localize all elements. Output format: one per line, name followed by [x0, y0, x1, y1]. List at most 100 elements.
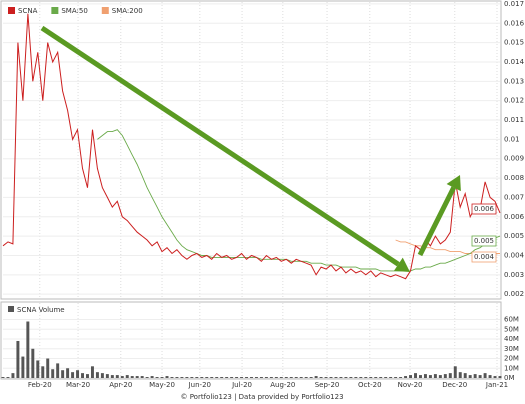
volume-bar: [448, 373, 452, 378]
volume-bar: [478, 375, 482, 378]
volume-bar: [16, 340, 20, 378]
volume-bar: [458, 372, 462, 378]
volume-bar: [498, 376, 502, 378]
volume-bar: [230, 377, 234, 378]
y-tick-label: 0.009: [504, 155, 524, 163]
volume-bar: [26, 321, 30, 378]
volume-bar: [299, 377, 303, 378]
last-value-box: [471, 235, 497, 247]
volume-bar: [145, 377, 149, 378]
volume-bar: [46, 358, 50, 378]
x-tick-label: Oct-20: [358, 381, 382, 389]
volume-bar: [289, 377, 293, 378]
volume-bar: [66, 368, 70, 378]
y-tick-label: 0.005: [504, 232, 524, 240]
volume-bar: [284, 377, 288, 378]
legend-label: SCNA Volume: [17, 306, 65, 314]
y-tick-label: 0.004: [504, 251, 525, 259]
y-tick-label: 0.011: [504, 116, 524, 124]
volume-bar: [319, 377, 323, 378]
y-tick-label: 0.017: [504, 0, 524, 8]
volume-bar: [384, 377, 388, 378]
volume-bar: [438, 375, 442, 378]
trend-arrow: [417, 186, 456, 257]
volume-bar: [483, 373, 487, 378]
volume-bar: [90, 366, 94, 378]
volume-bar: [240, 377, 244, 378]
volume-bar: [264, 377, 268, 378]
volume-bar: [389, 377, 393, 378]
price-panel: [0, 0, 502, 300]
volume-bar: [443, 374, 447, 378]
volume-bar: [110, 375, 114, 378]
x-tick-label: Mar-20: [66, 381, 90, 389]
y-tick-label: 0.002: [504, 290, 524, 298]
volume-bar: [200, 377, 204, 378]
x-tick-label: Jan-21: [485, 381, 508, 389]
legend-label: SCNA: [18, 7, 38, 15]
volume-bar: [414, 373, 417, 378]
volume-bar: [81, 373, 84, 378]
volume-bar: [259, 377, 263, 378]
last-value-label: 0.004: [474, 253, 495, 261]
volume-bar: [394, 377, 398, 378]
volume-bar: [130, 376, 134, 378]
x-tick-label: Sep-20: [315, 381, 340, 389]
volume-bar: [235, 377, 239, 378]
volume-bar: [354, 377, 358, 378]
volume-bar: [180, 377, 184, 378]
x-tick-label: Jun-20: [188, 381, 211, 389]
volume-bar: [369, 377, 373, 378]
x-tick-label: Jul-20: [231, 381, 252, 389]
volume-bar: [364, 377, 368, 378]
y-tick-label: 60M: [504, 316, 519, 324]
volume-bar: [31, 348, 35, 378]
volume-bar: [6, 377, 10, 378]
y-tick-label: 0.006: [504, 213, 525, 221]
volume-bar: [51, 369, 55, 378]
volume-bar: [86, 374, 89, 378]
legend-label: SMA:50: [61, 7, 87, 15]
line: [2, 13, 501, 280]
volume-bar: [56, 363, 60, 378]
last-value-label: 0.005: [474, 237, 494, 245]
volume-bar: [1, 377, 5, 378]
y-tick-label: 20M: [504, 355, 519, 363]
volume-bar: [309, 377, 313, 378]
volume-bar: [269, 377, 273, 378]
volume-bar: [409, 375, 413, 378]
volume-bar: [165, 376, 169, 378]
volume-bar: [379, 377, 383, 378]
volume-bar: [185, 377, 189, 378]
legend-label: SMA:200: [112, 7, 143, 15]
volume-bar: [36, 360, 40, 378]
volume-bar: [493, 376, 497, 378]
y-tick-label: 0.01: [504, 135, 520, 143]
volume-bar: [423, 374, 427, 378]
y-tick-label: 0.015: [504, 39, 524, 47]
volume-bar: [404, 376, 408, 378]
y-tick-label: 0.014: [504, 58, 525, 66]
volume-bar: [419, 375, 422, 378]
volume-bar: [463, 373, 467, 378]
volume-bar: [100, 373, 104, 378]
volume-bar: [220, 377, 224, 378]
y-tick-label: 0.008: [504, 174, 524, 182]
last-value-label: 0.006: [474, 205, 495, 213]
line: [97, 129, 501, 272]
volume-bar: [115, 375, 119, 378]
legend-swatch: [8, 7, 15, 14]
volume-bar: [433, 374, 437, 378]
volume-bar: [160, 377, 164, 378]
volume-bar: [344, 377, 348, 378]
y-tick-label: 0.012: [504, 97, 524, 105]
last-value-box: [471, 203, 497, 215]
y-tick-label: 30M: [504, 345, 519, 353]
y-tick-label: 10M: [504, 364, 519, 372]
volume-bar: [329, 377, 333, 378]
volume-bar: [254, 377, 258, 378]
x-tick-label: Nov-20: [398, 381, 423, 389]
volume-bar: [314, 376, 318, 378]
volume-bar: [11, 373, 15, 378]
